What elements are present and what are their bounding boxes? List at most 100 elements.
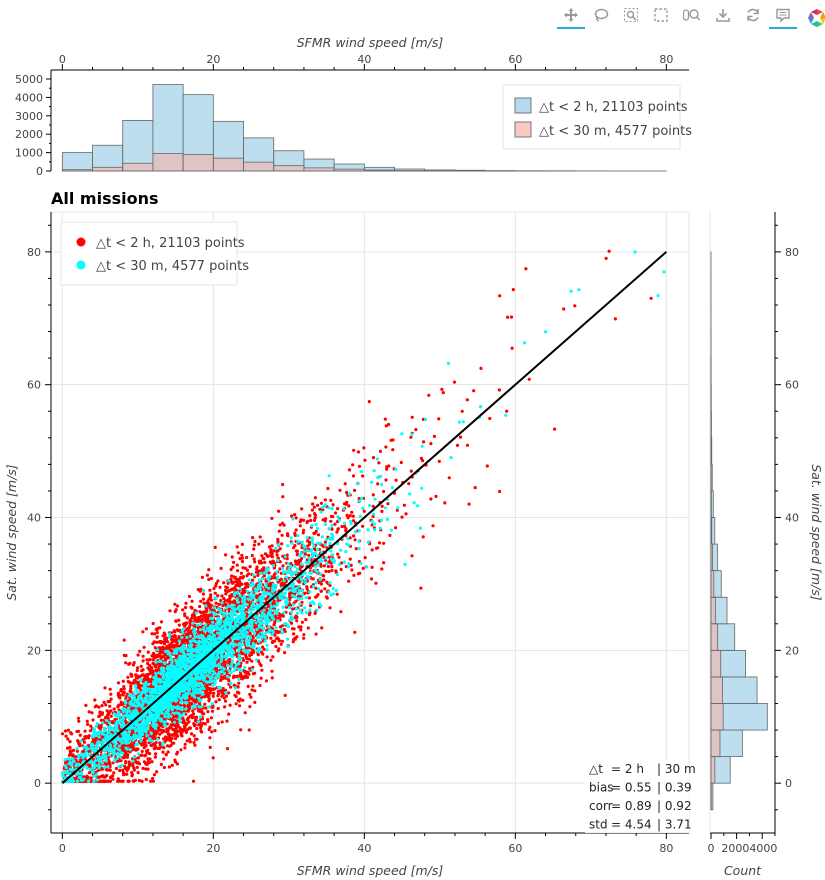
- scatter-point-2h: [146, 650, 150, 654]
- scatter-point-2h: [206, 719, 210, 724]
- top-histogram-bar-30m[interactable]: [212, 157, 244, 172]
- box-select-tool[interactable]: [647, 3, 675, 27]
- scatter-point-2h: [148, 668, 152, 672]
- scatter-point-2h: [125, 755, 129, 759]
- scatter-point-2h: [235, 545, 239, 549]
- scatter-point-2h: [335, 592, 339, 596]
- scatter-point-2h: [181, 639, 185, 643]
- scatter-point-2h: [144, 627, 148, 631]
- scatter-point-2h: [255, 565, 259, 569]
- scatter-point-2h: [247, 657, 251, 661]
- top-histogram-bar-30m[interactable]: [273, 165, 305, 172]
- scatter-point-2h: [427, 393, 431, 397]
- reset-tool[interactable]: [739, 3, 767, 27]
- top-histogram-bar-30m[interactable]: [243, 161, 275, 172]
- scatter-point-2h: [170, 637, 174, 641]
- scatter-point-2h: [216, 721, 220, 726]
- box-zoom-tool[interactable]: [617, 3, 645, 27]
- scatter-point-2h: [272, 576, 276, 580]
- scatter-point-2h: [150, 760, 154, 764]
- scatter-point-2h: [117, 703, 121, 707]
- scatter-point-2h: [356, 450, 361, 454]
- scatter-point-2h: [351, 514, 355, 518]
- scatter-point-2h: [269, 636, 273, 640]
- top-histogram-bar-30m[interactable]: [303, 167, 335, 172]
- scatter-point-2h: [137, 778, 141, 783]
- scatter-point-2h: [331, 503, 335, 507]
- scatter-point-2h: [280, 533, 284, 537]
- pan-tool[interactable]: [557, 3, 585, 29]
- scatter-point-2h: [344, 565, 348, 569]
- scatter-point-2h: [326, 486, 330, 491]
- scatter-point-2h: [185, 717, 189, 722]
- scatter-point-2h: [184, 639, 188, 643]
- scatter-point-2h: [137, 762, 142, 766]
- scatter-point-2h: [314, 632, 318, 636]
- top-histogram-x-tick-label: 0: [59, 53, 66, 66]
- scatter-point-2h: [177, 618, 181, 622]
- scatter-point-2h: [248, 565, 252, 569]
- scatter-point-2h: [437, 459, 441, 463]
- scatter-point-2h: [189, 732, 194, 736]
- top-histogram-bar-30m[interactable]: [61, 169, 93, 172]
- scatter-point-2h: [498, 489, 502, 494]
- hover-tool[interactable]: [769, 3, 797, 29]
- scatter-point-2h: [223, 705, 227, 709]
- top-histogram-bar-2h[interactable]: [61, 152, 93, 172]
- chart-title: All missions: [51, 189, 159, 208]
- scatter-point-2h: [604, 256, 608, 260]
- lasso-select-tool[interactable]: [587, 3, 615, 27]
- scatter-point-2h: [70, 732, 74, 736]
- scatter-point-2h: [252, 543, 256, 547]
- x-tick-label: 20: [206, 842, 220, 855]
- scatter-point-2h: [395, 508, 399, 512]
- scatter-point-2h: [229, 685, 233, 689]
- top-histogram-bar-30m[interactable]: [92, 166, 124, 172]
- scatter-point-2h: [309, 518, 313, 523]
- top-histogram-bar-2h[interactable]: [122, 120, 154, 172]
- top-histogram-bar-30m[interactable]: [122, 162, 154, 172]
- top-histogram-bar-30m[interactable]: [333, 168, 365, 172]
- scatter-point-2h: [195, 726, 199, 731]
- scatter-point-2h: [164, 752, 168, 757]
- scatter-point-2h: [216, 706, 220, 711]
- scatter-point-2h: [118, 696, 122, 700]
- scatter-point-2h: [300, 620, 304, 624]
- scatter-point-2h: [173, 602, 177, 606]
- scatter-point-2h: [278, 560, 282, 564]
- wheel-zoom-tool[interactable]: [677, 3, 705, 27]
- scatter-point-2h: [280, 639, 284, 643]
- scatter-point-2h: [324, 569, 328, 574]
- scatter-points: [60, 249, 666, 783]
- top-histogram-bar-30m[interactable]: [152, 153, 184, 172]
- top-histogram-bar-30m[interactable]: [182, 154, 214, 172]
- scatter-point-2h: [272, 549, 276, 553]
- scatter-point-2h: [385, 467, 389, 471]
- scatter-point-2h: [352, 448, 356, 452]
- scatter-point-2h: [311, 502, 315, 506]
- top-histogram-bar-30m[interactable]: [363, 169, 395, 172]
- save-tool[interactable]: [709, 3, 737, 27]
- scatter-point-2h: [86, 775, 90, 780]
- scatter-point-2h: [68, 745, 72, 750]
- scatter-point-2h: [109, 697, 113, 701]
- scatter-point-2h: [361, 524, 365, 528]
- scatter-point-2h: [96, 769, 100, 773]
- plot-frame: [50, 211, 690, 834]
- scatter-point-2h: [348, 514, 352, 518]
- scatter-point-2h: [258, 535, 262, 539]
- scatter-point-2h: [307, 553, 311, 557]
- scatter-point-2h: [153, 755, 157, 759]
- scatter-point-2h: [378, 449, 383, 453]
- y-axis-title: Sat. wind speed [m/s]: [4, 464, 19, 600]
- scatter-point-2h: [146, 757, 150, 761]
- scatter-point-2h: [352, 534, 356, 538]
- scatter-point-2h: [208, 588, 212, 592]
- scatter-point-2h: [132, 779, 136, 783]
- scatter-point-2h: [248, 632, 252, 636]
- scatter-point-2h: [351, 474, 356, 478]
- scatter-point-2h: [322, 564, 326, 568]
- scatter-point-2h: [84, 703, 88, 708]
- scatter-point-2h: [140, 749, 144, 754]
- top-histogram-y-tick-label: 1000: [15, 147, 43, 160]
